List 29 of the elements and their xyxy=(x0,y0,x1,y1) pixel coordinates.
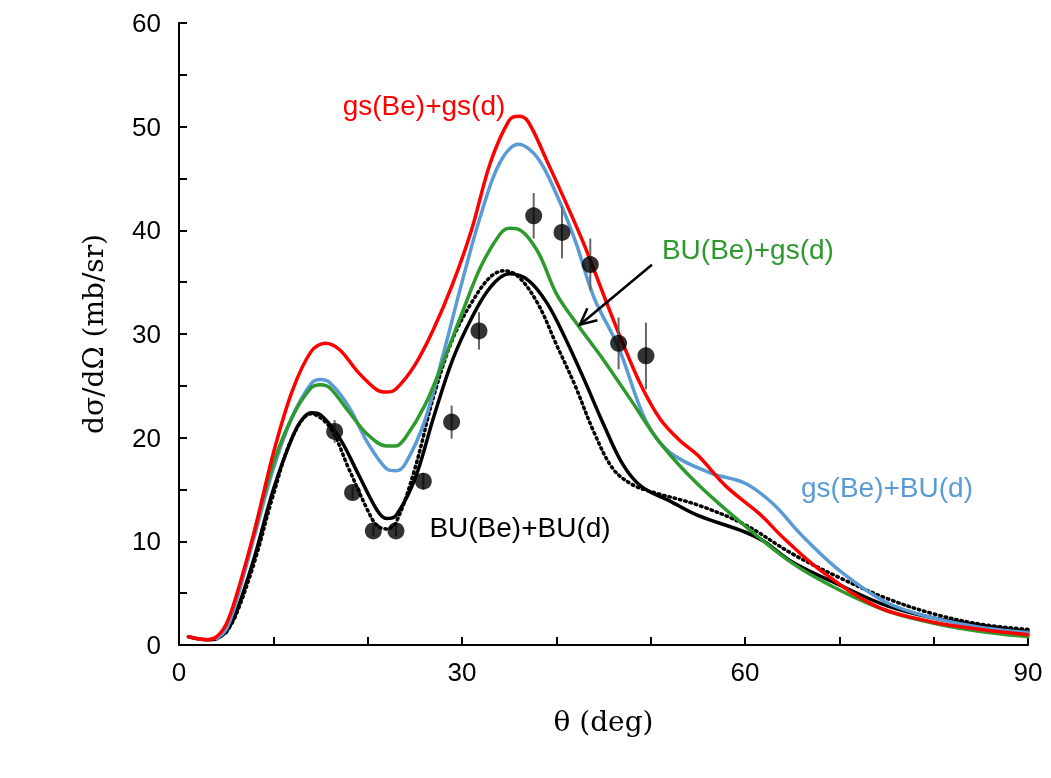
point xyxy=(525,207,543,225)
annotation: BU(Be)+BU(d) xyxy=(429,511,611,543)
point xyxy=(637,347,655,365)
point xyxy=(364,522,382,540)
point xyxy=(387,522,405,540)
annotation: BU(Be)+gs(d) xyxy=(661,234,834,266)
y-tick-label: 30 xyxy=(132,319,161,349)
x-tick-label: 60 xyxy=(730,657,760,687)
point xyxy=(470,322,488,340)
point xyxy=(326,422,344,440)
y-tick-label: 0 xyxy=(146,630,161,660)
point xyxy=(610,334,628,352)
point xyxy=(581,256,599,274)
point xyxy=(414,472,432,490)
y-tick-label: 40 xyxy=(132,215,161,246)
y-tick-label: 50 xyxy=(132,111,161,142)
y-tick-label: 60 xyxy=(132,8,161,38)
x-tick-label: 90 xyxy=(1013,657,1043,687)
point xyxy=(344,484,362,502)
annotation: gs(Be)+BU(d) xyxy=(801,471,973,503)
x-tick-label: 0 xyxy=(171,657,187,687)
point xyxy=(553,223,571,241)
annotation: gs(Be)+gs(d) xyxy=(342,89,506,121)
y-axis-title: dσ/dΩ (mb/sr) xyxy=(76,233,110,435)
x-tick-label: 30 xyxy=(447,657,477,687)
point xyxy=(443,413,461,431)
y-tick-label: 20 xyxy=(132,422,161,453)
y-tick-label: 10 xyxy=(132,526,161,557)
x-axis-title: θ (deg) xyxy=(553,704,654,738)
